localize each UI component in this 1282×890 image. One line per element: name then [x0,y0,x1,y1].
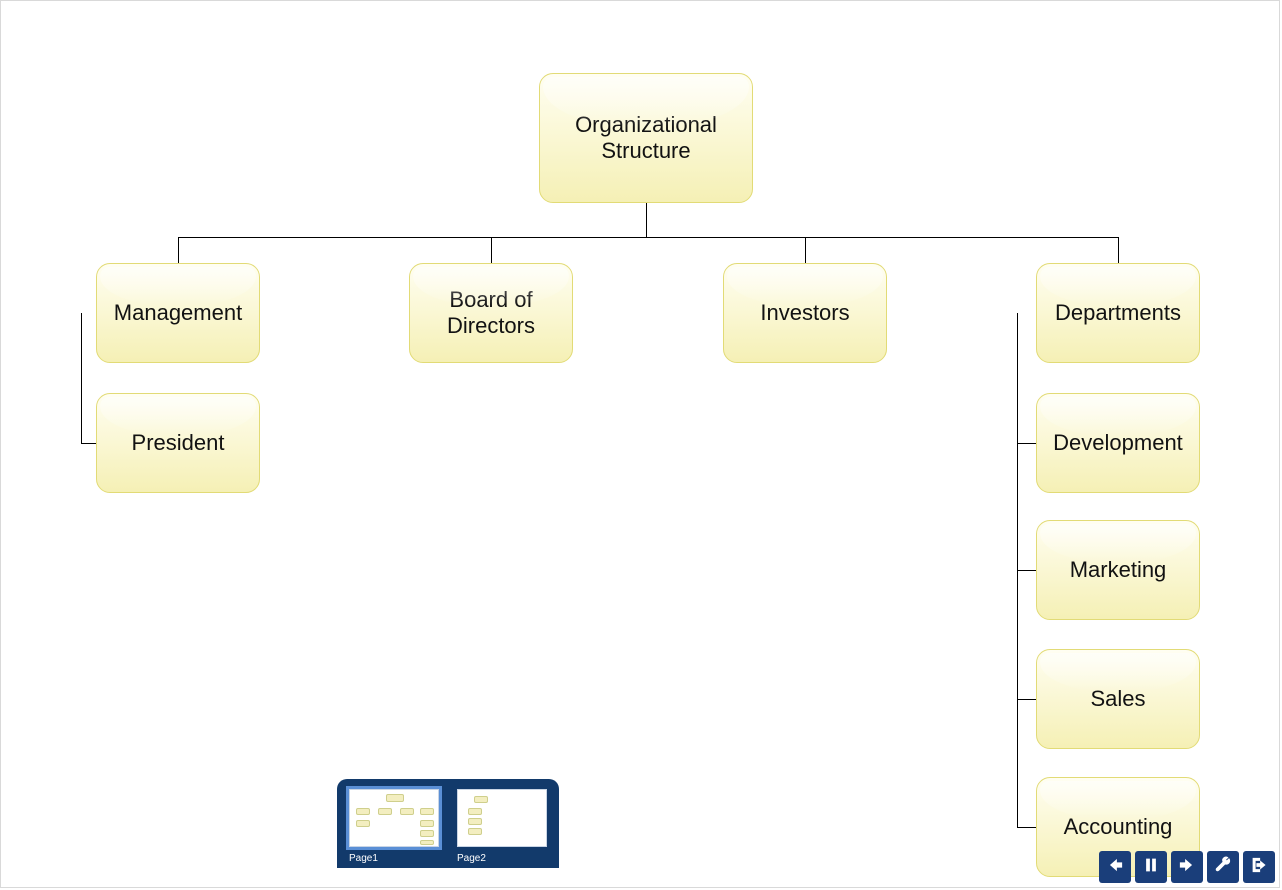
settings-button[interactable] [1207,851,1239,883]
next-button[interactable] [1171,851,1203,883]
node-label: Investors [760,300,849,326]
node-sales[interactable]: Sales [1036,649,1200,749]
wrench-icon [1214,856,1232,879]
prev-button[interactable] [1099,851,1131,883]
thumbnail-label: Page1 [349,853,439,864]
node-label: Departments [1055,300,1181,326]
node-development[interactable]: Development [1036,393,1200,493]
node-label: Management [114,300,242,326]
node-label: President [132,430,225,456]
node-label: OrganizationalStructure [575,112,717,165]
thumbnail-preview [349,789,439,847]
node-label: Accounting [1064,814,1173,840]
exit-icon [1250,856,1268,879]
node-label: Marketing [1070,557,1167,583]
arrow-right-icon [1178,856,1196,879]
page-thumbnail-2[interactable]: Page2 [457,789,547,864]
thumbnail-label: Page2 [457,853,547,864]
thumbnail-preview [457,789,547,847]
node-departments[interactable]: Departments [1036,263,1200,363]
page-thumbnail-1[interactable]: Page1 [349,789,439,864]
arrow-left-icon [1106,856,1124,879]
node-marketing[interactable]: Marketing [1036,520,1200,620]
pause-icon [1142,856,1160,879]
node-root[interactable]: OrganizationalStructure [539,73,753,203]
node-board[interactable]: Board ofDirectors [409,263,573,363]
node-investors[interactable]: Investors [723,263,887,363]
node-label: Sales [1090,686,1145,712]
node-label: Development [1053,430,1183,456]
node-label: Board ofDirectors [447,287,535,340]
page-thumbnail-panel: Page1 Page2 [337,779,559,868]
presentation-toolbar [1099,851,1275,883]
exit-button[interactable] [1243,851,1275,883]
node-management[interactable]: Management [96,263,260,363]
node-president[interactable]: President [96,393,260,493]
pause-button[interactable] [1135,851,1167,883]
